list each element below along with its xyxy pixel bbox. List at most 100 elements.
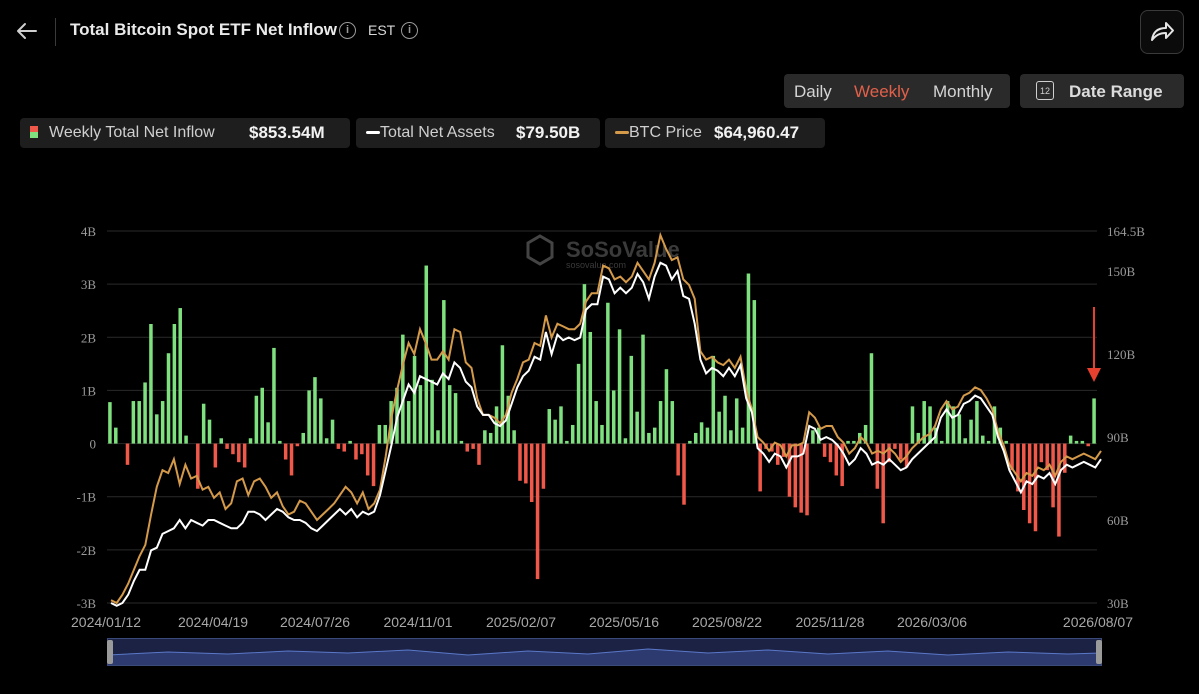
inflow-bar — [518, 443, 522, 481]
inflow-bar — [137, 401, 141, 444]
down-arrow-annotation — [1087, 307, 1101, 382]
legend-btc-price[interactable]: BTC Price $64,960.47 — [605, 118, 825, 148]
legend-swatch — [366, 131, 380, 134]
inflow-bar — [676, 443, 680, 476]
inflow-bar — [1016, 443, 1020, 492]
inflow-bar — [881, 443, 885, 524]
inflow-bar — [957, 414, 962, 444]
x-tick-label: 2025/05/16 — [589, 614, 659, 630]
inflow-bar — [940, 440, 944, 444]
inflow-bar — [307, 390, 311, 444]
inflow-bar — [242, 443, 247, 468]
inflow-bar — [723, 395, 727, 444]
back-arrow-icon[interactable] — [14, 18, 40, 44]
inflow-bar — [746, 273, 751, 444]
legend-value: $79.50B — [516, 123, 581, 142]
inflow-bar — [1051, 443, 1055, 508]
inflow-bar — [207, 419, 212, 444]
legend-inflow[interactable]: Weekly Total Net Inflow $853.54M — [20, 118, 350, 148]
inflow-bar — [453, 393, 458, 444]
inflow-bar — [623, 438, 628, 444]
x-tick-label: 2024/01/12 — [71, 614, 141, 630]
inflow-bar — [342, 443, 347, 452]
inflow-bar — [406, 401, 411, 444]
inflow-bar — [125, 443, 130, 465]
legend-swatch — [615, 131, 629, 134]
inflow-bar — [647, 432, 651, 444]
tab-daily[interactable]: Daily — [794, 82, 832, 101]
y-left-tick-label: 4B — [81, 224, 97, 239]
inflow-bar — [734, 398, 739, 444]
watermark-text: SoSoValue — [566, 237, 680, 262]
inflow-bar — [354, 443, 358, 460]
inflow-bar — [196, 443, 200, 489]
y-axis-right: 164.5B 150B 120B 90B 60B 30B — [1107, 224, 1145, 611]
tab-weekly[interactable]: Weekly — [854, 82, 910, 101]
inflow-bar — [477, 443, 481, 465]
legend-net-assets[interactable]: Total Net Assets $79.50B — [356, 118, 600, 148]
share-icon — [1151, 22, 1174, 41]
inflow-bar — [383, 424, 388, 444]
x-tick-label: 2026/03/06 — [897, 614, 967, 630]
inflow-bar — [231, 443, 235, 455]
inflow-bar — [822, 443, 827, 457]
date-range-button[interactable]: 12 Date Range — [1020, 74, 1184, 108]
inflow-bar — [401, 334, 405, 444]
inflow-bar — [178, 308, 182, 444]
inflow-bar — [295, 443, 300, 447]
inflow-bar — [834, 443, 839, 476]
inflow-bar — [465, 443, 470, 452]
y-left-tick-label: -3B — [77, 596, 97, 611]
inflow-bar — [254, 395, 259, 444]
inflow-bar — [459, 440, 464, 444]
inflow-bar — [237, 443, 241, 463]
y-left-tick-label: 0 — [90, 437, 97, 452]
navigator-right-handle[interactable] — [1096, 640, 1102, 664]
info-icon[interactable]: i — [401, 22, 418, 39]
inflow-bar — [553, 419, 557, 444]
inflow-bar — [969, 419, 973, 444]
navigator-left-handle[interactable] — [107, 640, 113, 664]
inflow-bar — [899, 443, 903, 460]
y-right-tick-label: 60B — [1107, 513, 1129, 528]
inflow-bar — [559, 406, 563, 444]
inflow-bar — [910, 406, 915, 444]
inflow-bar — [869, 353, 874, 444]
inflow-bar — [155, 414, 159, 444]
y-left-tick-label: -2B — [77, 543, 97, 558]
inflow-bar — [594, 401, 598, 444]
info-icon[interactable]: i — [339, 22, 356, 39]
legend-value: $853.54M — [249, 123, 325, 142]
inflow-bar — [547, 409, 552, 444]
inflow-bar — [893, 443, 897, 449]
inflow-bar — [928, 406, 932, 444]
range-navigator[interactable] — [107, 638, 1102, 666]
inflow-bar — [506, 395, 511, 444]
inflow-bar — [652, 427, 657, 444]
inflow-bar — [330, 419, 335, 444]
inflow-bar — [131, 401, 136, 444]
header-divider — [55, 18, 56, 46]
inflow-bar — [377, 424, 382, 444]
y-right-tick-label: 30B — [1107, 596, 1129, 611]
period-toggle: Daily Weekly Monthly — [784, 74, 1010, 108]
inflow-bar — [945, 401, 950, 444]
y-left-tick-label: 2B — [81, 330, 97, 345]
inflow-bar — [875, 443, 880, 489]
timezone-label: EST — [368, 22, 396, 38]
inflow-bar — [108, 402, 112, 444]
inflow-bar — [740, 427, 745, 444]
inflow-bar — [201, 403, 206, 444]
legend-value: $64,960.47 — [714, 123, 800, 142]
inflow-bar — [488, 432, 493, 444]
inflow-bar — [863, 424, 868, 444]
page-title: Total Bitcoin Spot ETF Net Inflow — [70, 20, 337, 39]
share-button[interactable] — [1140, 10, 1184, 54]
net-assets-line — [110, 261, 1102, 607]
inflow-bar — [430, 379, 434, 444]
inflow-bar — [951, 406, 956, 444]
inflow-bar — [975, 401, 979, 444]
tab-monthly[interactable]: Monthly — [933, 82, 993, 101]
x-tick-label: 2025/11/28 — [795, 614, 864, 630]
inflow-bar — [799, 443, 803, 513]
